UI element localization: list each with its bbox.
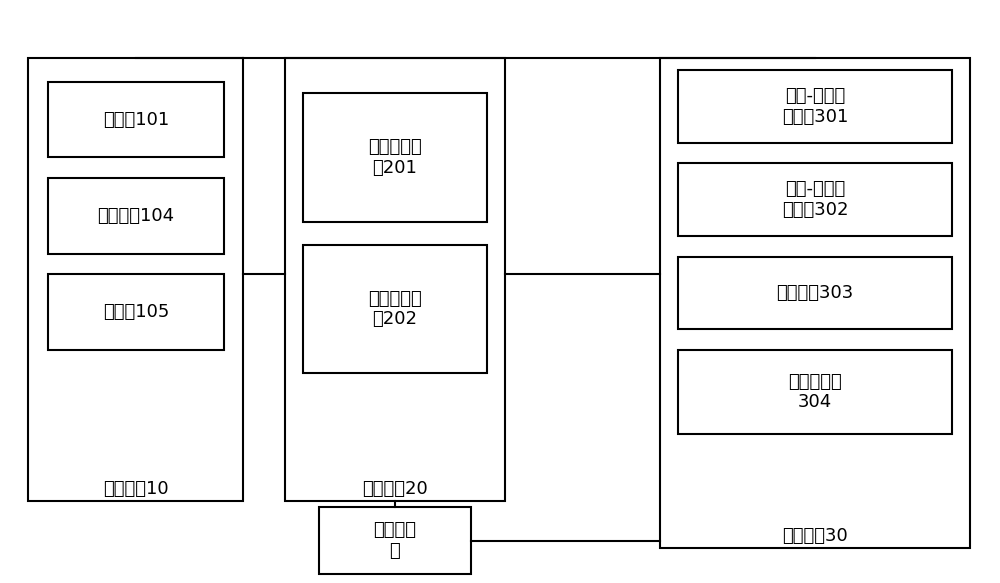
Text: 传动单元104: 传动单元104 <box>97 207 175 224</box>
FancyBboxPatch shape <box>48 178 224 254</box>
FancyBboxPatch shape <box>303 245 487 373</box>
FancyBboxPatch shape <box>28 58 243 501</box>
FancyBboxPatch shape <box>285 58 505 501</box>
Text: 充电控制板
304: 充电控制板 304 <box>788 373 842 412</box>
Text: 直流-直流转
换单元302: 直流-直流转 换单元302 <box>782 180 848 219</box>
Text: 桩控制器303: 桩控制器303 <box>776 284 854 302</box>
FancyBboxPatch shape <box>678 70 952 143</box>
FancyBboxPatch shape <box>678 350 952 434</box>
FancyBboxPatch shape <box>48 82 224 157</box>
Text: 发电模块10: 发电模块10 <box>103 480 168 498</box>
Text: 充电管理单
元202: 充电管理单 元202 <box>368 290 422 328</box>
FancyBboxPatch shape <box>319 507 471 574</box>
Text: 功率限制单
元201: 功率限制单 元201 <box>368 138 422 177</box>
Text: 发动机101: 发动机101 <box>103 111 169 128</box>
FancyBboxPatch shape <box>303 93 487 222</box>
Text: 发电机105: 发电机105 <box>103 303 169 321</box>
Text: 交流-直流转
换单元301: 交流-直流转 换单元301 <box>782 87 848 126</box>
Text: 充电模块30: 充电模块30 <box>782 527 848 545</box>
Text: 被充电车
辆: 被充电车 辆 <box>374 521 416 560</box>
FancyBboxPatch shape <box>660 58 970 548</box>
FancyBboxPatch shape <box>678 163 952 236</box>
FancyBboxPatch shape <box>678 257 952 329</box>
FancyBboxPatch shape <box>48 274 224 350</box>
Text: 控制模块20: 控制模块20 <box>362 480 428 498</box>
